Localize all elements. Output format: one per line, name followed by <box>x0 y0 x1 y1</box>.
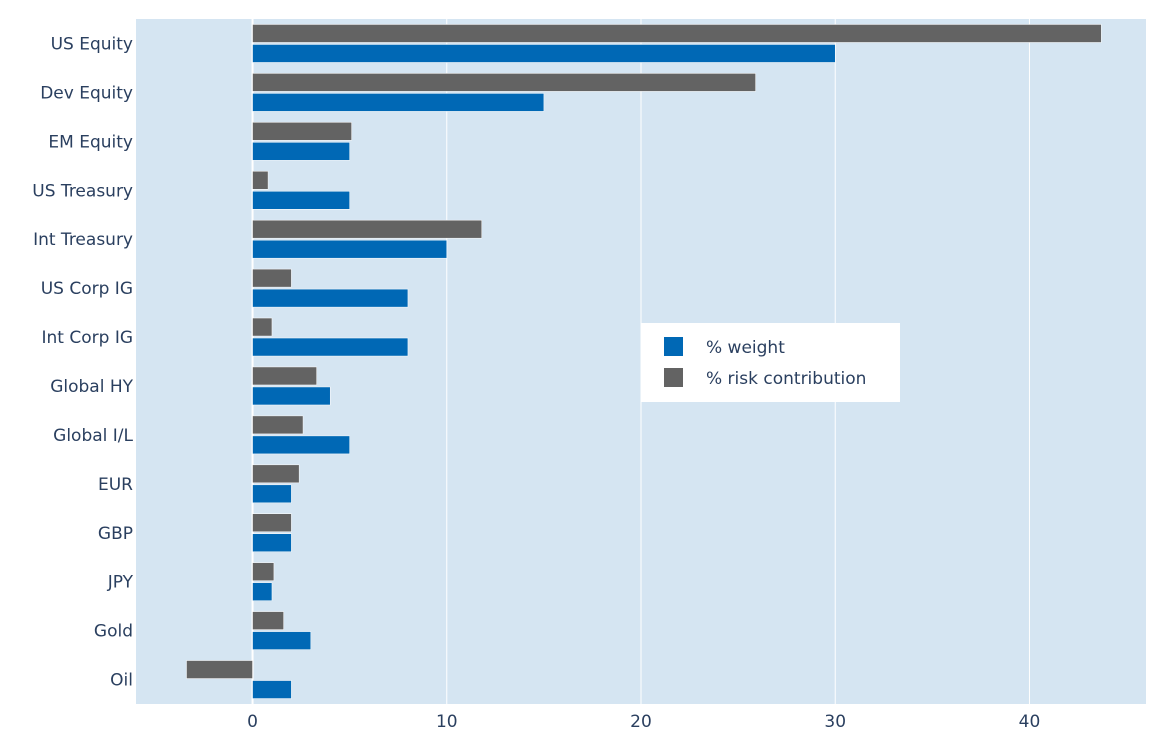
y-tick-label-gold: Gold <box>94 622 133 642</box>
y-tick-label-jpy: JPY <box>107 573 134 593</box>
legend-label-risk-contribution: % risk contribution <box>706 369 866 389</box>
bar-weight-int-corp-ig <box>252 337 409 357</box>
y-tick-label-int-treasury: Int Treasury <box>33 230 133 250</box>
y-tick-label-global-i-l: Global I/L <box>53 426 133 446</box>
bar-weight-us-corp-ig <box>252 288 409 308</box>
y-tick-label-em-equity: EM Equity <box>48 132 133 152</box>
y-tick-label-int-corp-ig: Int Corp IG <box>42 328 134 348</box>
bar-risk-contribution-global-hy <box>252 366 317 386</box>
legend-swatch-weight <box>664 337 683 356</box>
bar-risk-contribution-us-treasury <box>252 171 269 190</box>
y-tick-label-gbp: GBP <box>98 524 133 544</box>
bar-weight-dev-equity <box>252 93 545 112</box>
y-tick-label-global-hy: Global HY <box>50 377 133 397</box>
bar-weight-gold <box>252 631 312 650</box>
legend-background <box>641 323 900 402</box>
bar-weight-gbp <box>252 533 292 552</box>
y-tick-label-us-corp-ig: US Corp IG <box>41 279 133 299</box>
y-tick-label-eur: EUR <box>98 475 133 495</box>
x-axis-tick-labels: 0 10 20 30 40 <box>247 712 1040 732</box>
y-tick-label-us-treasury: US Treasury <box>32 181 133 201</box>
bar-risk-contribution-eur <box>252 464 300 484</box>
bars <box>186 24 1102 699</box>
y-tick-label-oil: Oil <box>110 671 133 691</box>
bar-risk-contribution-oil <box>186 660 253 679</box>
x-tick-label: 0 <box>247 712 258 732</box>
bar-risk-contribution-us-corp-ig <box>252 268 292 288</box>
x-tick-label: 30 <box>824 712 846 732</box>
bar-risk-contribution-gbp <box>252 513 292 532</box>
x-tick-label: 10 <box>436 712 458 732</box>
bar-risk-contribution-em-equity <box>252 122 352 141</box>
x-tick-label: 20 <box>630 712 652 732</box>
bar-weight-global-i-l <box>252 435 350 455</box>
y-axis-tick-labels: US Equity Dev Equity EM Equity US Treasury I… <box>32 34 133 690</box>
bar-weight-global-hy <box>252 386 331 406</box>
bar-weight-jpy <box>252 582 273 601</box>
bar-risk-contribution-dev-equity <box>252 73 756 92</box>
bar-risk-contribution-global-i-l <box>252 415 304 435</box>
bar-risk-contribution-us-equity <box>252 24 1102 43</box>
bar-weight-oil <box>252 680 292 699</box>
y-tick-label-dev-equity: Dev Equity <box>40 83 133 103</box>
bar-risk-contribution-jpy <box>252 562 275 581</box>
y-tick-label-us-equity: US Equity <box>51 34 133 54</box>
bar-risk-contribution-gold <box>252 611 284 630</box>
bar-weight-em-equity <box>252 142 350 161</box>
legend-swatch-risk-contribution <box>664 368 683 387</box>
bar-weight-eur <box>252 484 292 504</box>
legend: % weight % risk contribution <box>641 323 900 402</box>
legend-label-weight: % weight <box>706 338 785 358</box>
bar-weight-us-treasury <box>252 191 350 210</box>
bar-risk-contribution-int-treasury <box>252 219 482 239</box>
bar-risk-contribution-int-corp-ig <box>252 317 273 337</box>
bar-weight-int-treasury <box>252 239 448 259</box>
x-tick-label: 40 <box>1019 712 1041 732</box>
bar-weight-us-equity <box>252 44 836 63</box>
